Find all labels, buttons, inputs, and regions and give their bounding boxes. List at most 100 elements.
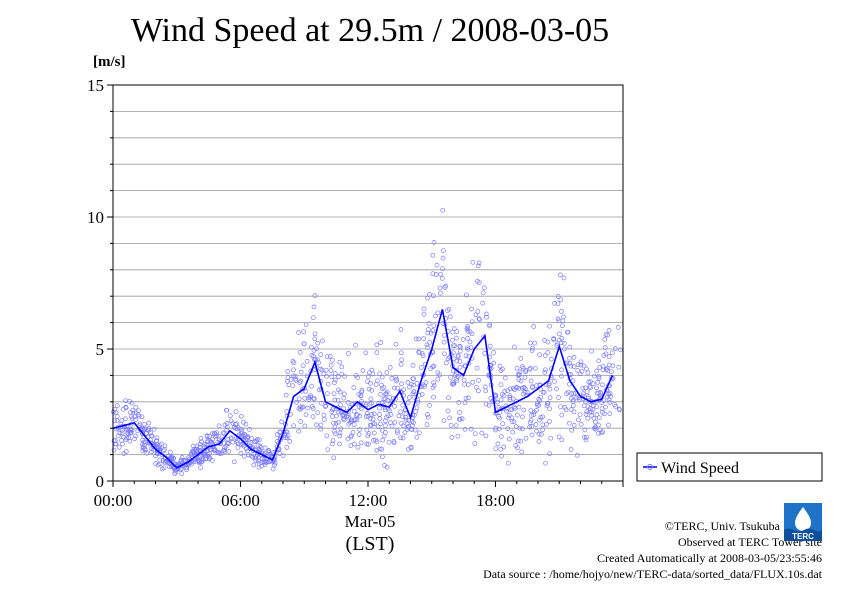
scatter-point — [457, 364, 463, 370]
scatter-point — [506, 415, 512, 421]
scatter-point — [319, 367, 325, 373]
scatter-point — [431, 240, 437, 245]
scatter-point — [210, 436, 215, 442]
scatter-point — [437, 285, 443, 291]
scatter-point — [146, 420, 152, 426]
scatter-point — [431, 293, 436, 299]
scatter-point — [116, 444, 122, 450]
scatter-point — [310, 406, 316, 411]
scatter-point — [323, 367, 329, 373]
grid-lines — [113, 111, 623, 456]
scatter-point — [216, 433, 222, 439]
scatter-point — [380, 454, 385, 460]
scatter-point — [315, 410, 321, 416]
scatter-point — [555, 301, 561, 307]
scatter-point — [498, 382, 504, 388]
scatter-point — [283, 392, 289, 398]
scatter-point — [285, 369, 291, 374]
scatter-point — [293, 376, 298, 382]
scatter-point — [321, 417, 327, 422]
scatter-point — [474, 384, 479, 390]
scatter-point — [210, 431, 215, 436]
scatter-point — [144, 450, 150, 456]
scatter-point — [371, 430, 377, 436]
scatter-point — [364, 427, 370, 433]
scatter-point — [298, 378, 304, 384]
scatter-point — [189, 449, 195, 454]
scatter-point — [233, 409, 239, 415]
scatter-point — [589, 348, 594, 354]
scatter-point — [482, 285, 487, 291]
scatter-point — [446, 395, 451, 401]
scatter-point — [247, 427, 252, 432]
scatter-point — [115, 433, 121, 439]
scatter-point — [296, 428, 302, 434]
scatter-point — [585, 415, 591, 421]
scatter-point — [249, 436, 255, 441]
scatter-point — [178, 457, 184, 463]
scatter-point — [226, 449, 232, 454]
scatter-point — [302, 423, 308, 429]
scatter-point — [551, 337, 556, 342]
scatter-point — [252, 439, 258, 444]
scatter-point — [355, 444, 361, 450]
scatter-point — [375, 378, 380, 384]
scatter-point — [531, 409, 537, 415]
scatter-point — [231, 459, 237, 465]
scatter-point — [577, 397, 582, 402]
scatter-point — [329, 374, 335, 380]
scatter-point — [476, 260, 482, 266]
scatter-point — [405, 380, 411, 385]
scatter-point — [561, 314, 566, 320]
scatter-point — [206, 456, 212, 462]
scatter-point — [368, 396, 374, 402]
scatter-point — [416, 350, 422, 356]
scatter-point — [420, 353, 426, 359]
y-tick-label: 10 — [87, 208, 104, 227]
scatter-point — [463, 395, 469, 401]
scatter-point — [204, 433, 210, 439]
scatter-point — [521, 407, 527, 413]
scatter-point — [462, 400, 468, 406]
scatter-point — [345, 436, 351, 442]
scatter-point — [123, 398, 129, 404]
scatter-point — [511, 404, 517, 410]
scatter-point — [360, 368, 366, 373]
scatter-point — [404, 426, 410, 432]
scatter-point — [401, 387, 406, 393]
scatter-point — [425, 414, 431, 420]
scatter-point — [424, 342, 430, 348]
scatter-point — [612, 346, 618, 351]
scatter-point — [435, 376, 441, 382]
scatter-point — [520, 414, 525, 420]
scatter-point — [217, 450, 222, 456]
scatter-point — [123, 404, 129, 410]
scatter-point — [560, 323, 565, 329]
scatter-point — [409, 427, 415, 432]
scatter-point — [568, 396, 574, 401]
wind-speed-line — [112, 309, 614, 469]
scatter-point — [194, 449, 200, 454]
scatter-point — [584, 409, 590, 414]
scatter-point — [568, 363, 574, 369]
scatter-point — [367, 370, 372, 376]
scatter-point — [442, 332, 447, 338]
scatter-point — [542, 353, 548, 358]
scatter-point — [300, 363, 306, 369]
scatter-point — [559, 367, 564, 373]
scatter-point — [194, 443, 200, 449]
scatter-point — [450, 382, 455, 387]
scatter-point — [410, 362, 416, 368]
scatter-point — [316, 360, 321, 366]
scatter-point — [339, 371, 345, 377]
scatter-point — [398, 327, 404, 332]
scatter-point — [608, 369, 614, 375]
scatter-point — [291, 360, 297, 366]
scatter-point — [398, 361, 404, 367]
scatter-point — [332, 431, 338, 437]
scatter-point — [469, 331, 475, 337]
scatter-point — [373, 437, 378, 443]
scatter-point — [552, 301, 557, 306]
scatter-point — [353, 342, 358, 348]
scatter-point — [583, 437, 589, 443]
